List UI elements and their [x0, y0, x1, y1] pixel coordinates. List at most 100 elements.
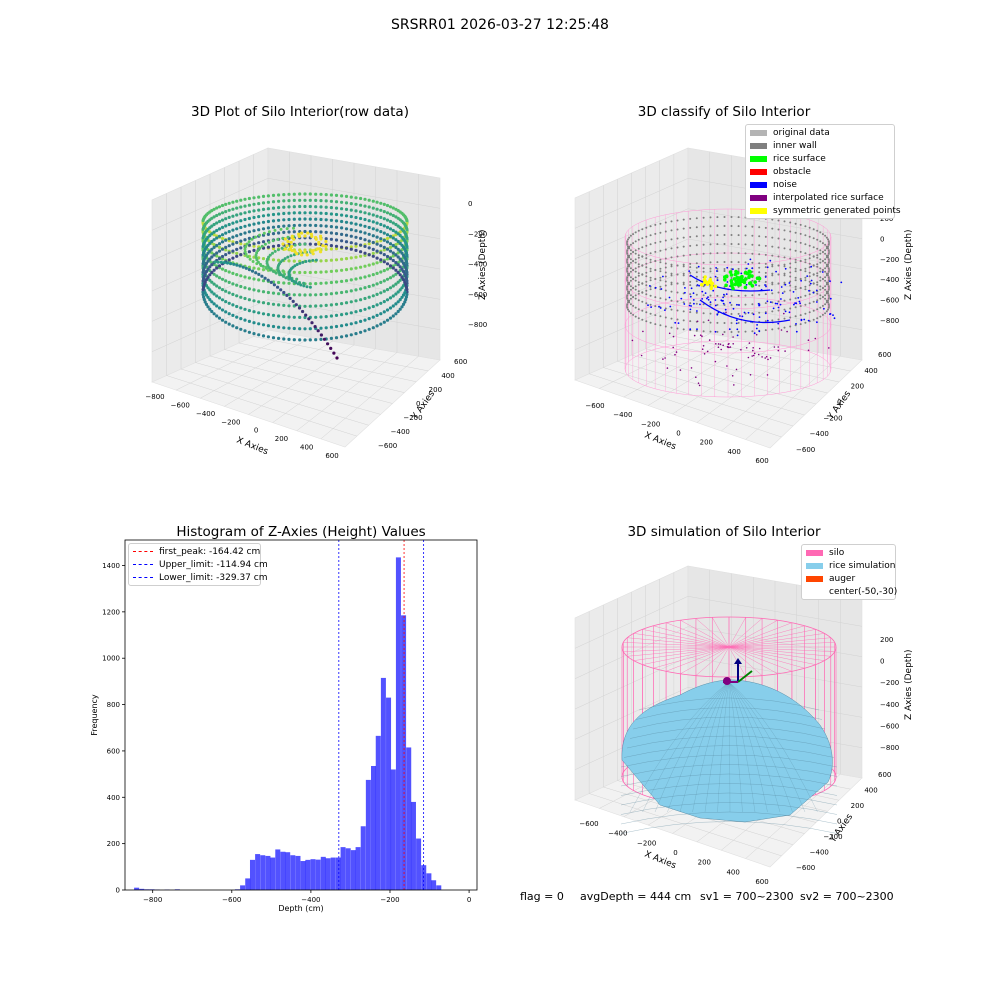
data-point	[716, 303, 719, 306]
data-point	[290, 244, 294, 249]
data-point	[217, 227, 222, 231]
legend-item: original data	[746, 126, 894, 139]
data-point	[371, 247, 375, 251]
data-point	[224, 202, 228, 206]
data-point	[634, 249, 637, 252]
data-point	[628, 299, 631, 302]
histogram-bar	[295, 855, 301, 890]
data-point	[723, 225, 726, 227]
mesh-line	[667, 681, 730, 813]
data-point	[730, 243, 733, 245]
data-point	[709, 286, 713, 291]
data-point	[227, 244, 231, 248]
data-point	[388, 234, 393, 238]
data-point	[257, 278, 261, 282]
data-point	[224, 224, 228, 228]
data-point	[664, 325, 667, 328]
data-point	[324, 326, 328, 330]
data-point	[626, 279, 629, 282]
data-point	[637, 292, 640, 295]
tick-label: −600	[796, 864, 815, 872]
data-point	[735, 322, 738, 325]
data-point	[291, 299, 295, 303]
data-point	[816, 247, 819, 250]
data-point	[670, 274, 673, 277]
histogram-legend: first_peak: -164.42 cm Upper_limit: -114…	[128, 543, 268, 586]
data-point	[682, 319, 685, 322]
data-point	[722, 302, 725, 305]
data-point	[824, 267, 827, 270]
data-point	[212, 243, 216, 247]
data-point	[789, 289, 792, 292]
data-point	[276, 237, 280, 241]
data-point	[726, 266, 729, 269]
data-point	[215, 314, 219, 318]
legend-item: Lower_limit: -329.37 cm	[129, 571, 267, 584]
data-point	[243, 231, 247, 235]
data-point	[301, 260, 305, 264]
data-point	[689, 217, 692, 220]
mesh-line	[679, 681, 730, 813]
data-point	[277, 212, 281, 216]
data-point	[716, 252, 719, 255]
data-point	[400, 275, 404, 279]
data-point	[677, 322, 680, 324]
data-point	[298, 204, 302, 209]
data-point	[271, 206, 276, 210]
data-point	[311, 258, 315, 262]
tick-label: 200	[275, 435, 288, 443]
silo-spoke	[728, 646, 792, 672]
data-point	[783, 247, 786, 250]
data-point	[385, 240, 390, 244]
data-point	[398, 307, 402, 311]
data-point	[649, 321, 652, 324]
data-point	[359, 319, 363, 323]
data-point	[359, 223, 363, 227]
data-point	[319, 270, 323, 274]
data-point	[304, 260, 308, 263]
data-point	[303, 229, 307, 234]
data-point	[716, 313, 719, 316]
data-point	[340, 239, 344, 243]
data-point	[317, 240, 321, 244]
data-point	[314, 258, 318, 262]
data-point	[764, 280, 767, 283]
data-point	[747, 311, 750, 314]
data-point	[354, 266, 358, 270]
data-point	[709, 234, 712, 237]
data-point	[329, 269, 333, 273]
data-point	[309, 232, 313, 236]
data-point	[349, 202, 353, 206]
mesh-line	[620, 783, 838, 796]
data-point	[235, 326, 239, 330]
data-point	[824, 297, 827, 300]
data-point	[808, 289, 810, 292]
data-point	[812, 318, 815, 321]
data-point	[344, 312, 349, 316]
data-point	[382, 224, 386, 228]
data-point	[251, 260, 255, 263]
data-point	[783, 317, 786, 320]
mesh-line	[728, 681, 818, 813]
data-point	[744, 234, 747, 237]
data-point	[257, 322, 261, 326]
data-point	[246, 255, 250, 259]
data-point	[266, 207, 270, 211]
data-point	[740, 272, 743, 275]
data-point	[627, 301, 629, 304]
data-point	[634, 306, 637, 309]
data-point	[794, 297, 797, 300]
tick-label: −600	[171, 401, 190, 409]
data-point	[308, 198, 312, 202]
data-point	[396, 239, 400, 244]
data-point	[324, 237, 328, 241]
data-point	[794, 288, 797, 291]
data-point	[310, 321, 314, 325]
data-point	[676, 246, 679, 249]
gridline	[574, 269, 863, 320]
data-point	[693, 334, 696, 337]
data-point	[715, 267, 717, 269]
data-point	[271, 225, 276, 229]
data-point	[298, 243, 302, 246]
data-point	[819, 285, 822, 288]
